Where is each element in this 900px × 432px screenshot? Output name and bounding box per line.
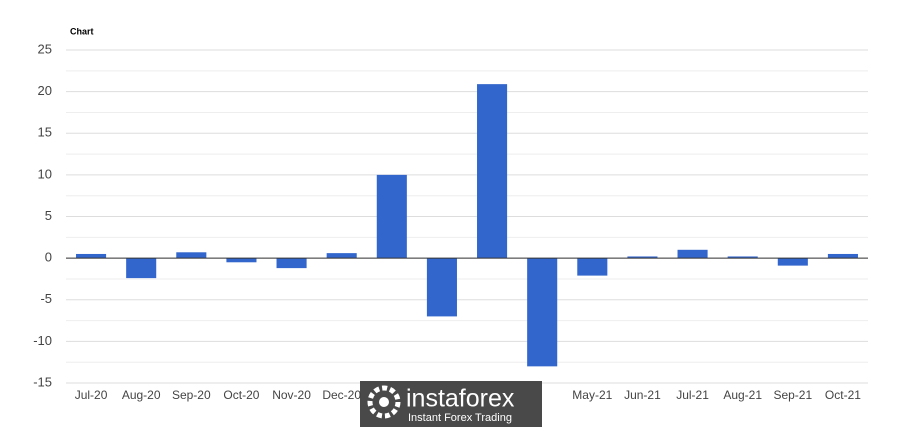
y-tick-label: 0 [45,250,52,265]
x-tick-label: Jul-20 [75,388,108,402]
x-tick-label: Aug-21 [723,388,762,402]
x-tick-label: Jul-21 [676,388,709,402]
y-tick-label: -10 [33,333,52,348]
y-tick-label: -5 [40,291,52,306]
bar [326,253,357,259]
bar [777,258,808,266]
bar [627,256,658,259]
bar [276,258,307,269]
watermark-box [360,381,542,427]
bar [426,258,457,317]
watermark-tagline: Instant Forex Trading [408,412,512,424]
bar [126,258,157,279]
x-tick-label: May-21 [572,388,612,402]
bar [827,253,858,259]
bar [677,249,708,259]
x-tick-label: Sep-21 [773,388,812,402]
y-tick-label: 10 [38,166,52,181]
bar [577,258,608,276]
x-tick-label: Oct-21 [825,388,861,402]
chart-title: Chart [70,26,94,36]
y-tick-label: 15 [38,125,52,140]
bar [727,256,758,259]
x-tick-label: Oct-20 [223,388,259,402]
y-tick-label: 25 [38,41,52,56]
bar [477,84,508,259]
x-tick-label: Nov-20 [272,388,311,402]
x-tick-label: Dec-20 [322,388,361,402]
bar [76,253,107,259]
x-tick-label: Sep-20 [172,388,211,402]
bar [527,258,558,367]
y-tick-label: 20 [38,83,52,98]
bar [226,258,257,263]
x-tick-label: Aug-20 [122,388,161,402]
watermark-logo-core [379,397,389,407]
bar [176,252,207,259]
x-tick-label: Jun-21 [624,388,661,402]
watermark-logo [367,385,401,419]
y-tick-label: -15 [33,374,52,389]
bar [376,174,407,259]
y-tick-label: 5 [45,208,52,223]
watermark-brand: instaforex [406,385,515,413]
